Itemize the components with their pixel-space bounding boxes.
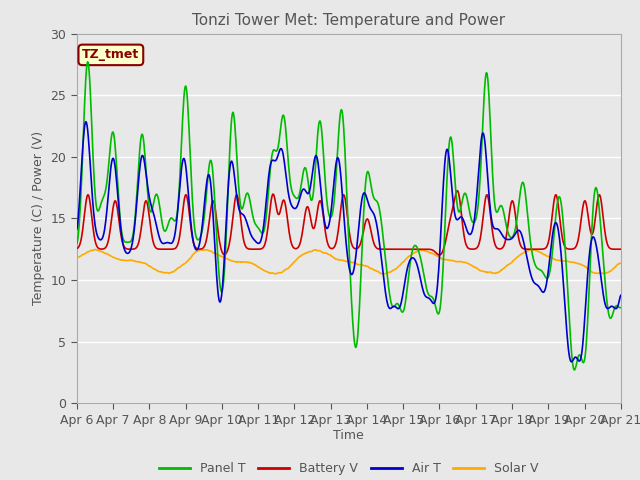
Battery V [484, 193, 492, 199]
Panel T [617, 305, 625, 311]
Battery V [214, 231, 222, 237]
Panel T [483, 71, 491, 77]
Panel T [543, 276, 551, 281]
Air T [617, 292, 625, 298]
Air T [82, 119, 90, 124]
Air T [306, 187, 314, 193]
Line: Battery V: Battery V [77, 191, 621, 255]
Air T [483, 166, 491, 171]
Solar V [73, 254, 81, 260]
Battery V [544, 242, 552, 248]
Panel T [84, 59, 92, 65]
Line: Panel T: Panel T [77, 62, 621, 370]
Battery V [617, 246, 625, 252]
Solar V [484, 269, 492, 275]
Air T [543, 278, 551, 284]
Battery V [132, 245, 140, 251]
Battery V [73, 245, 81, 251]
Panel T [215, 272, 223, 277]
Battery V [461, 239, 469, 245]
Title: Tonzi Tower Met: Temperature and Power: Tonzi Tower Met: Temperature and Power [192, 13, 506, 28]
Solar V [271, 271, 278, 277]
Solar V [544, 253, 552, 259]
Solar V [92, 247, 99, 252]
Battery V [305, 208, 313, 214]
Battery V [435, 252, 443, 258]
Panel T [306, 191, 314, 197]
Air T [215, 297, 223, 303]
Text: TZ_tmet: TZ_tmet [82, 48, 140, 61]
Solar V [617, 260, 625, 266]
Air T [461, 221, 468, 227]
X-axis label: Time: Time [333, 430, 364, 443]
Solar V [307, 249, 314, 254]
Solar V [215, 252, 223, 258]
Panel T [461, 191, 468, 196]
Y-axis label: Temperature (C) / Power (V): Temperature (C) / Power (V) [32, 132, 45, 305]
Solar V [461, 260, 469, 265]
Solar V [133, 259, 141, 264]
Legend: Panel T, Battery V, Air T, Solar V: Panel T, Battery V, Air T, Solar V [154, 457, 544, 480]
Air T [73, 227, 81, 232]
Air T [133, 201, 141, 206]
Line: Air T: Air T [77, 121, 621, 362]
Battery V [454, 188, 461, 193]
Panel T [570, 367, 578, 373]
Panel T [73, 241, 81, 247]
Panel T [133, 193, 141, 199]
Line: Solar V: Solar V [77, 250, 621, 274]
Air T [567, 359, 575, 365]
